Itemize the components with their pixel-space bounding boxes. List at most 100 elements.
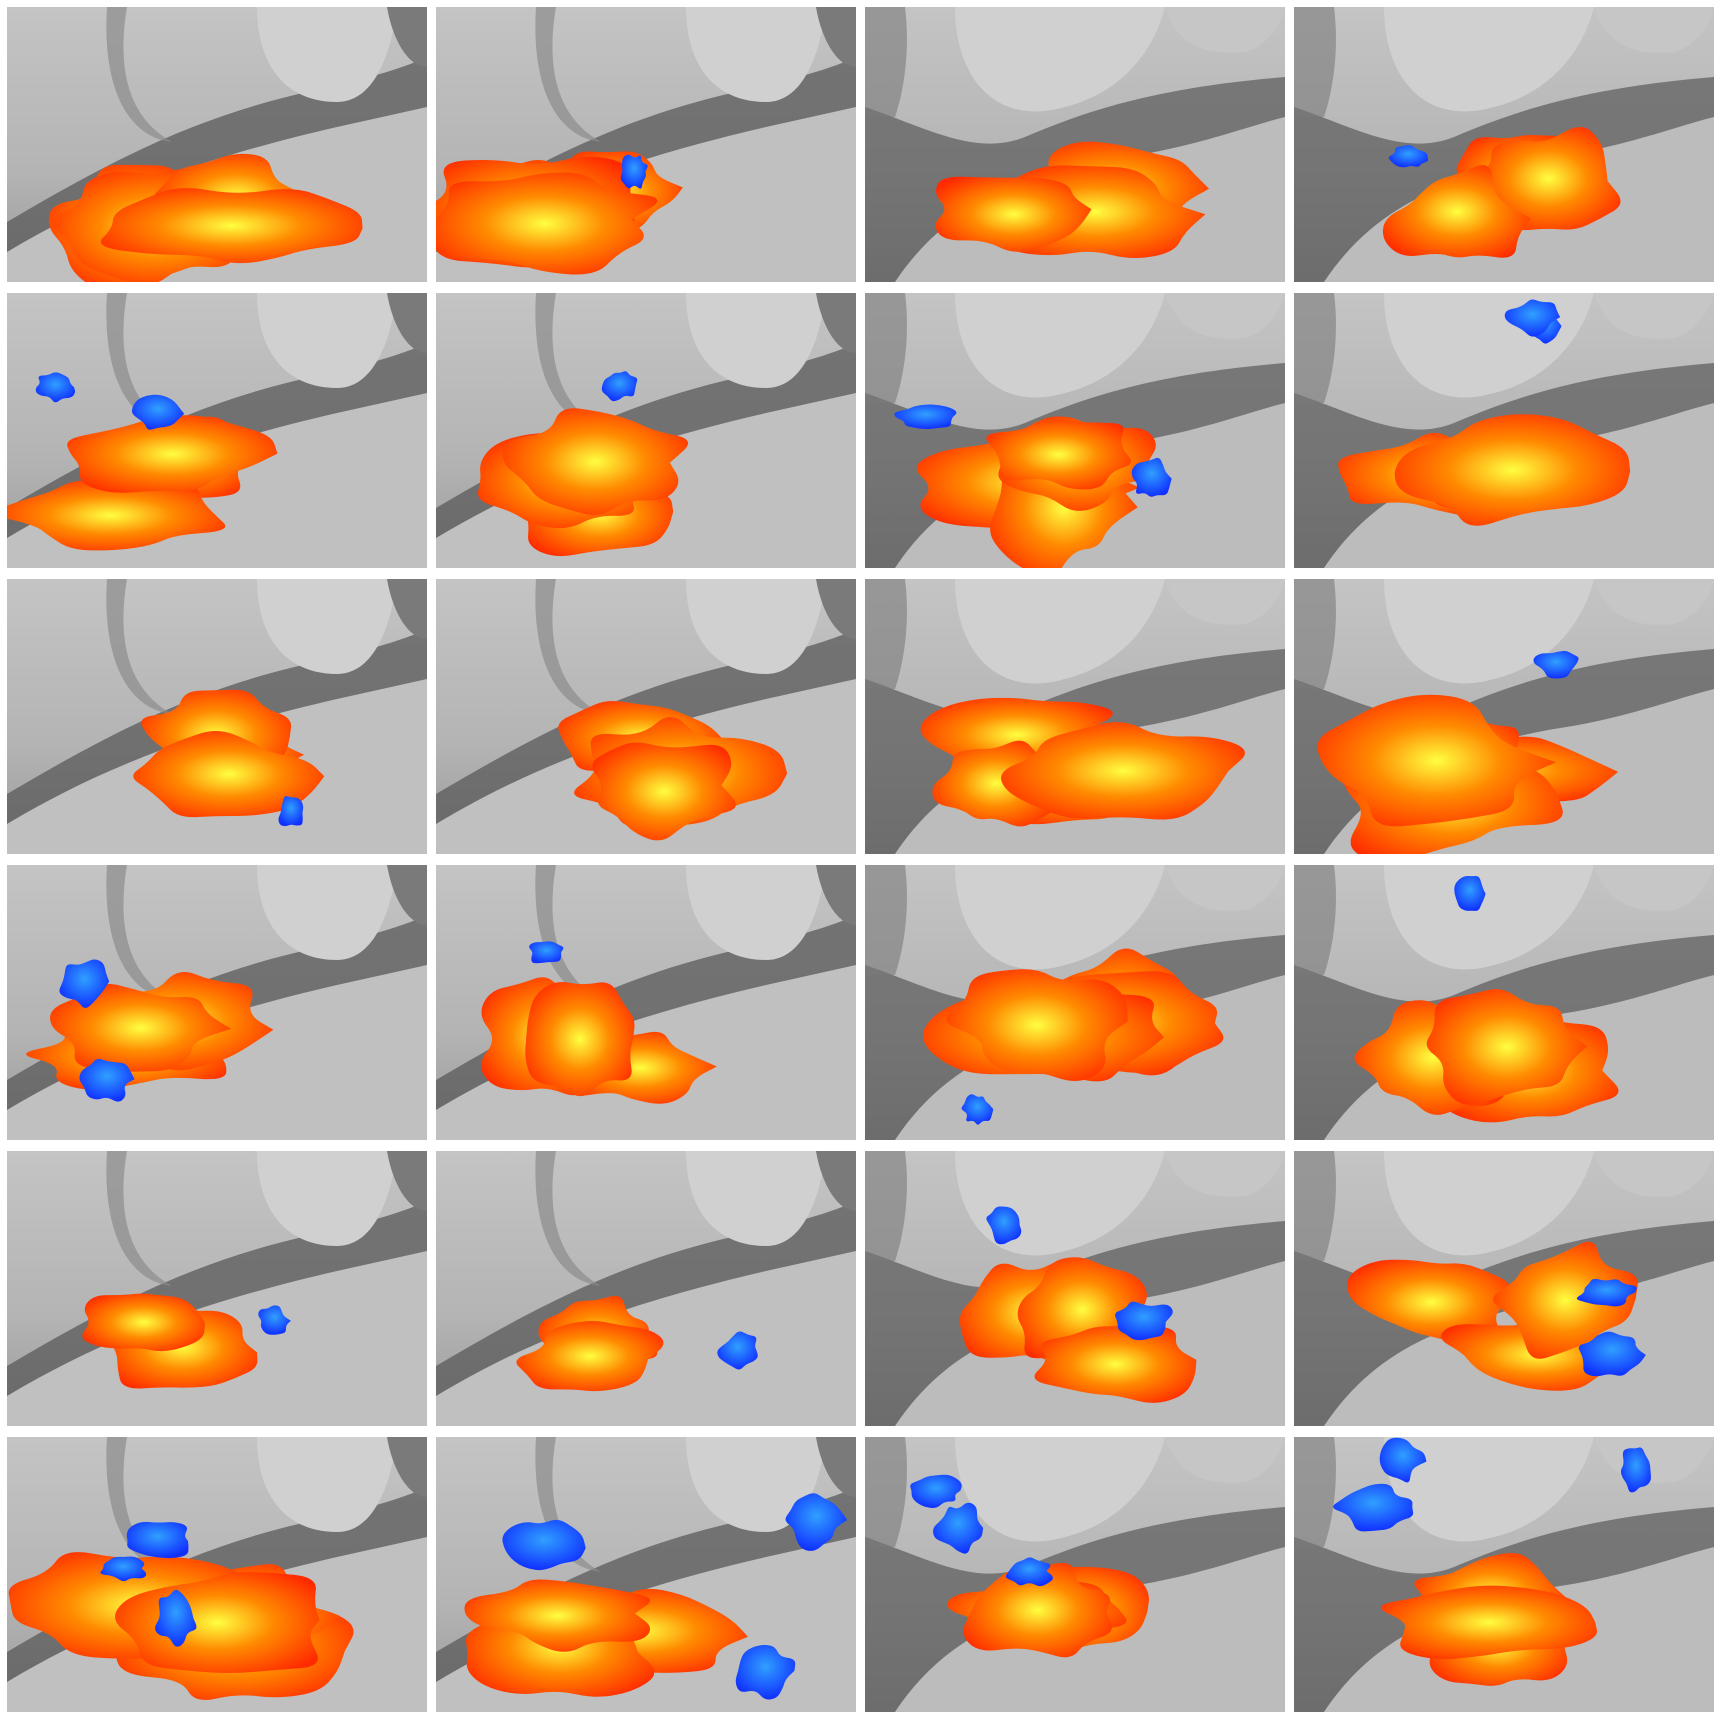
brain-panel-r6-c3 — [865, 1437, 1285, 1712]
brain-panel-r5-c1 — [7, 1151, 427, 1426]
positive-activation-cluster — [133, 730, 325, 818]
negative-activation-cluster — [1131, 457, 1172, 497]
positive-activation-cluster — [592, 742, 736, 841]
brain-panel-r3-c2 — [436, 579, 856, 854]
positive-activation-cluster — [963, 1562, 1113, 1658]
negative-activation-cluster — [1578, 1331, 1646, 1377]
cortical-surface-render — [436, 865, 856, 1140]
cortical-surface-render — [7, 579, 427, 854]
positive-activation-cluster — [1476, 126, 1621, 231]
cortical-surface-render — [865, 865, 1285, 1140]
brain-panel-r4-c1 — [7, 865, 427, 1140]
negative-activation-cluster — [986, 1206, 1022, 1245]
positive-activation-cluster — [1380, 1585, 1597, 1660]
brain-panel-r1-c1 — [7, 7, 427, 282]
negative-activation-cluster — [35, 372, 76, 403]
brain-panel-r3-c4 — [1294, 579, 1714, 854]
positive-activation-cluster — [100, 188, 363, 264]
brain-panel-r2-c3 — [865, 293, 1285, 568]
cortical-surface-render — [436, 7, 856, 282]
positive-activation-cluster — [50, 983, 232, 1072]
brain-panel-r2-c2 — [436, 293, 856, 568]
negative-activation-cluster — [910, 1474, 962, 1509]
negative-activation-cluster — [620, 154, 648, 189]
cortical-surface-render — [7, 293, 427, 568]
positive-activation-cluster — [1394, 414, 1631, 526]
cortical-surface-render — [1294, 7, 1714, 282]
brain-panel-r6-c4 — [1294, 1437, 1714, 1712]
cortical-surface-render — [1294, 865, 1714, 1140]
positive-activation-cluster — [986, 419, 1131, 490]
positive-activation-cluster — [525, 982, 635, 1097]
brain-panel-r3-c1 — [7, 579, 427, 854]
positive-activation-cluster — [1001, 722, 1245, 820]
positive-activation-cluster — [1347, 1259, 1516, 1345]
positive-activation-cluster — [82, 1293, 205, 1352]
cortical-surface-render — [865, 1151, 1285, 1426]
cortical-surface-render — [865, 7, 1285, 282]
negative-activation-cluster — [258, 1305, 291, 1335]
brain-panel-r1-c3 — [865, 7, 1285, 282]
brain-panel-r6-c1 — [7, 1437, 427, 1712]
brain-panel-r6-c2 — [436, 1437, 856, 1712]
cortical-surface-render — [436, 579, 856, 854]
positive-activation-cluster — [935, 176, 1092, 252]
cortical-surface-render — [1294, 293, 1714, 568]
positive-activation-cluster — [1493, 1241, 1638, 1359]
cortical-surface-render — [436, 293, 856, 568]
negative-activation-cluster — [79, 1058, 135, 1102]
cortical-surface-render — [1294, 579, 1714, 854]
negative-activation-cluster — [1388, 145, 1429, 168]
negative-activation-cluster — [59, 959, 110, 1008]
cortical-surface-render — [7, 865, 427, 1140]
brain-panel-r4-c3 — [865, 865, 1285, 1140]
brain-panel-r5-c2 — [436, 1151, 856, 1426]
cortical-surface-render — [1294, 1437, 1714, 1712]
negative-activation-cluster — [1333, 1483, 1414, 1532]
positive-activation-cluster — [67, 415, 278, 493]
brain-panel-r5-c4 — [1294, 1151, 1714, 1426]
positive-activation-cluster — [7, 480, 226, 551]
negative-activation-cluster — [717, 1331, 758, 1370]
cortical-surface-render — [1294, 1151, 1714, 1426]
negative-activation-cluster — [1576, 1278, 1637, 1307]
negative-activation-cluster — [601, 371, 638, 402]
brain-panel-r1-c2 — [436, 7, 856, 282]
positive-activation-cluster — [502, 408, 689, 515]
negative-activation-cluster — [1533, 650, 1579, 679]
cortical-surface-render — [865, 579, 1285, 854]
negative-activation-cluster — [1504, 299, 1561, 337]
positive-activation-cluster — [946, 969, 1128, 1081]
brain-panel-r4-c2 — [436, 865, 856, 1140]
negative-activation-cluster — [1620, 1447, 1651, 1493]
brain-panel-r2-c1 — [7, 293, 427, 568]
cortical-surface-render — [7, 1151, 427, 1426]
cortical-surface-render — [865, 293, 1285, 568]
negative-activation-cluster — [155, 1589, 197, 1647]
cortical-surface-render — [7, 1437, 427, 1712]
negative-activation-cluster — [529, 941, 564, 964]
negative-activation-cluster — [894, 404, 957, 429]
negative-activation-cluster — [735, 1644, 796, 1700]
negative-activation-cluster — [502, 1519, 586, 1571]
negative-activation-cluster — [126, 1521, 189, 1559]
positive-activation-cluster — [1317, 694, 1556, 827]
positive-activation-cluster — [464, 1579, 651, 1652]
brain-panel-r3-c3 — [865, 579, 1285, 854]
negative-activation-cluster — [1005, 1557, 1053, 1587]
negative-activation-cluster — [1115, 1301, 1173, 1341]
brain-panel-r2-c4 — [1294, 293, 1714, 568]
negative-activation-cluster — [785, 1493, 848, 1551]
positive-activation-cluster — [516, 1321, 664, 1392]
negative-activation-cluster — [1454, 875, 1486, 911]
negative-activation-cluster — [961, 1094, 994, 1125]
negative-activation-cluster — [933, 1502, 984, 1554]
cortical-surface-render — [436, 1437, 856, 1712]
cortical-surface-render — [436, 1151, 856, 1426]
negative-activation-cluster — [100, 1556, 147, 1582]
positive-activation-cluster — [1034, 1325, 1197, 1403]
brain-panel-r4-c4 — [1294, 865, 1714, 1140]
negative-activation-cluster — [131, 394, 185, 430]
negative-activation-cluster — [278, 796, 304, 827]
negative-activation-cluster — [1379, 1437, 1427, 1483]
